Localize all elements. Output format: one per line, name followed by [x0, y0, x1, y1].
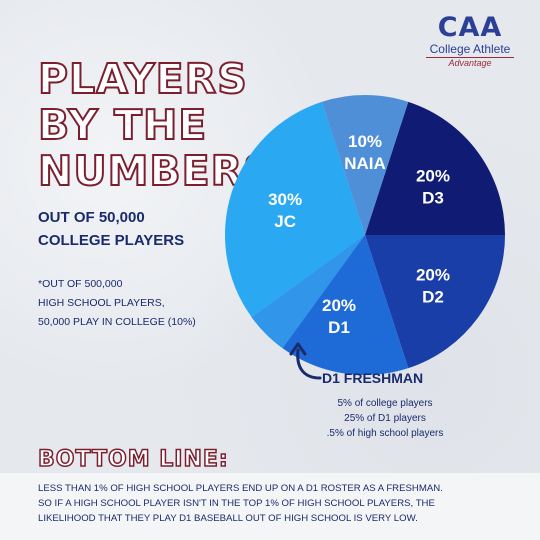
title-line: BY THE [37, 101, 208, 149]
bottom-panel [0, 473, 540, 540]
bottom-line-heading: BOTTOM LINE: [37, 446, 229, 473]
slice-category-d1: D1 [328, 318, 350, 337]
slice-value-jc: 30% [268, 190, 302, 209]
slice-label-d2: 20% D2 [416, 265, 450, 306]
pie-slice-jc [225, 101, 365, 318]
slice-category-jc: JC [274, 212, 296, 231]
callout-title: D1 FRESHMAN [322, 370, 424, 386]
pie-slice-d2 [365, 235, 505, 369]
slice-value-d2: 20% [416, 265, 450, 284]
subtitle-line: COLLEGE PLAYERS [38, 232, 185, 249]
callout-line: 5% of college players [337, 398, 433, 409]
callout-line: .5% of high school players [326, 428, 444, 439]
pie-slice-d1 [251, 235, 409, 375]
slice-label-naia: 10% NAIA [344, 132, 386, 173]
slice-label-jc: 30% JC [268, 190, 302, 231]
caa-logo: CAA College Athlete Advantage [420, 14, 520, 69]
slice-value-d3: 20% [416, 167, 450, 186]
slice-category-d3: D3 [422, 189, 444, 208]
logo-mark: CAA [437, 12, 503, 43]
subtitle-line: OUT OF 50,000 [38, 209, 145, 226]
pie-slice-d3 [365, 101, 505, 236]
logo-tagline: Advantage [426, 57, 514, 69]
title-line: PLAYERS [37, 55, 248, 103]
slice-value-d1: 20% [322, 296, 356, 315]
bottom-line: LIKELIHOOD THAT THEY PLAY D1 BASEBALL OU… [38, 513, 418, 524]
callout-list: 5% of college players 25% of D1 players … [300, 396, 470, 441]
slice-value-naia: 10% [348, 132, 382, 151]
callout-line: 25% of D1 players [344, 413, 426, 424]
curved-arrow-icon [289, 342, 322, 380]
slice-category-d2: D2 [422, 287, 444, 306]
bottom-line: LESS THAN 1% OF HIGH SCHOOL PLAYERS END … [38, 483, 443, 494]
footnote-line: 50,000 PLAY IN COLLEGE (10%) [38, 316, 196, 328]
pie-slice-d1-freshman [251, 235, 365, 349]
pie-slice-naia [321, 95, 409, 235]
footnote: *OUT OF 500,000 HIGH SCHOOL PLAYERS, 50,… [38, 275, 196, 332]
slice-label-d1: 20% D1 [322, 296, 356, 337]
subtitle: OUT OF 50,000 COLLEGE PLAYERS [38, 206, 184, 252]
bottom-line: SO IF A HIGH SCHOOL PLAYER ISN'T IN THE … [38, 498, 435, 509]
logo-name: College Athlete [429, 42, 511, 56]
slice-label-d3: 20% D3 [416, 167, 450, 208]
bottom-line-text: LESS THAN 1% OF HIGH SCHOOL PLAYERS END … [38, 481, 508, 526]
footnote-line: HIGH SCHOOL PLAYERS, [38, 297, 165, 309]
slice-category-naia: NAIA [344, 154, 386, 173]
footnote-line: *OUT OF 500,000 [38, 278, 123, 290]
